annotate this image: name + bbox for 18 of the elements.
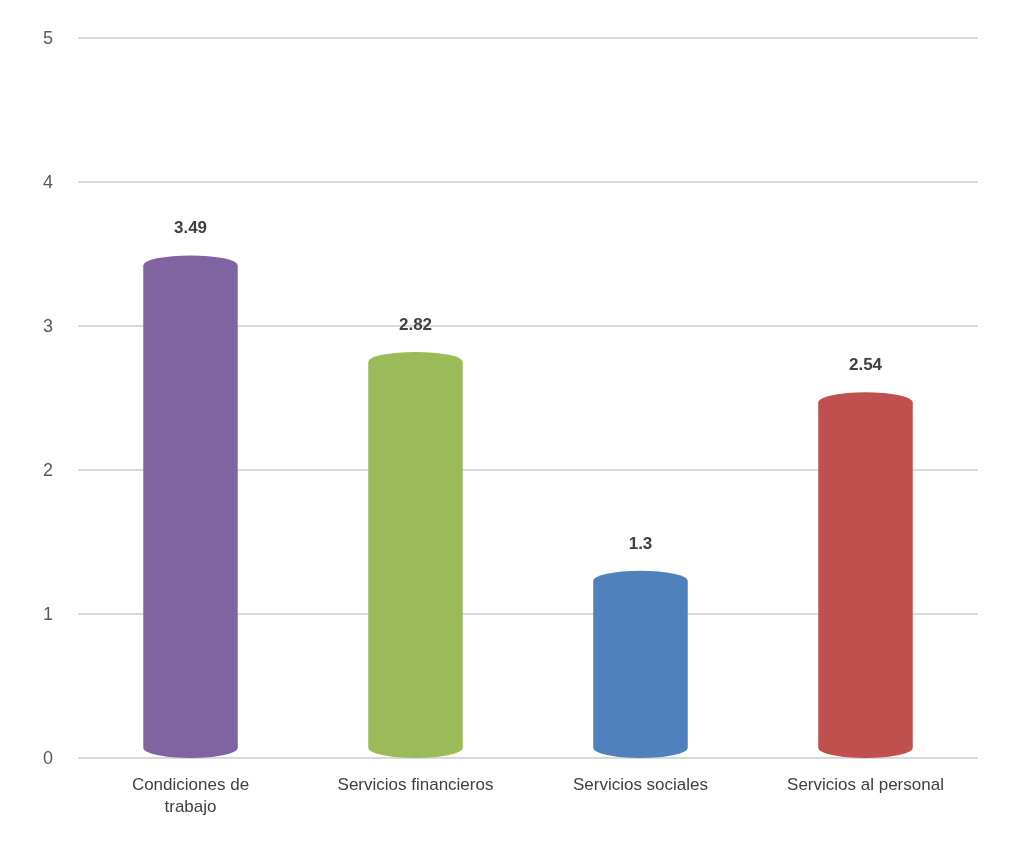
y-tick-label: 5	[42, 28, 54, 49]
data-label: 3.49	[173, 218, 208, 238]
bar	[818, 392, 913, 758]
bar	[368, 351, 463, 758]
data-label: 2.54	[848, 355, 883, 375]
y-tick-label: 1	[42, 604, 54, 625]
x-tick-label: Condiciones de trabajo	[131, 775, 250, 817]
data-label: 2.82	[398, 314, 433, 334]
data-label: 1.3	[628, 533, 653, 553]
y-tick-label: 0	[42, 748, 54, 769]
x-tick-label: Servicios sociales	[572, 775, 709, 794]
x-tick-label: Servicios financieros	[337, 775, 494, 794]
y-tick-label: 4	[42, 172, 54, 193]
y-tick-label: 3	[42, 316, 54, 337]
x-tick-label: Servicios al personal	[787, 775, 944, 794]
y-tick-label: 2	[42, 460, 54, 481]
bar	[143, 255, 238, 758]
bar	[593, 570, 688, 758]
